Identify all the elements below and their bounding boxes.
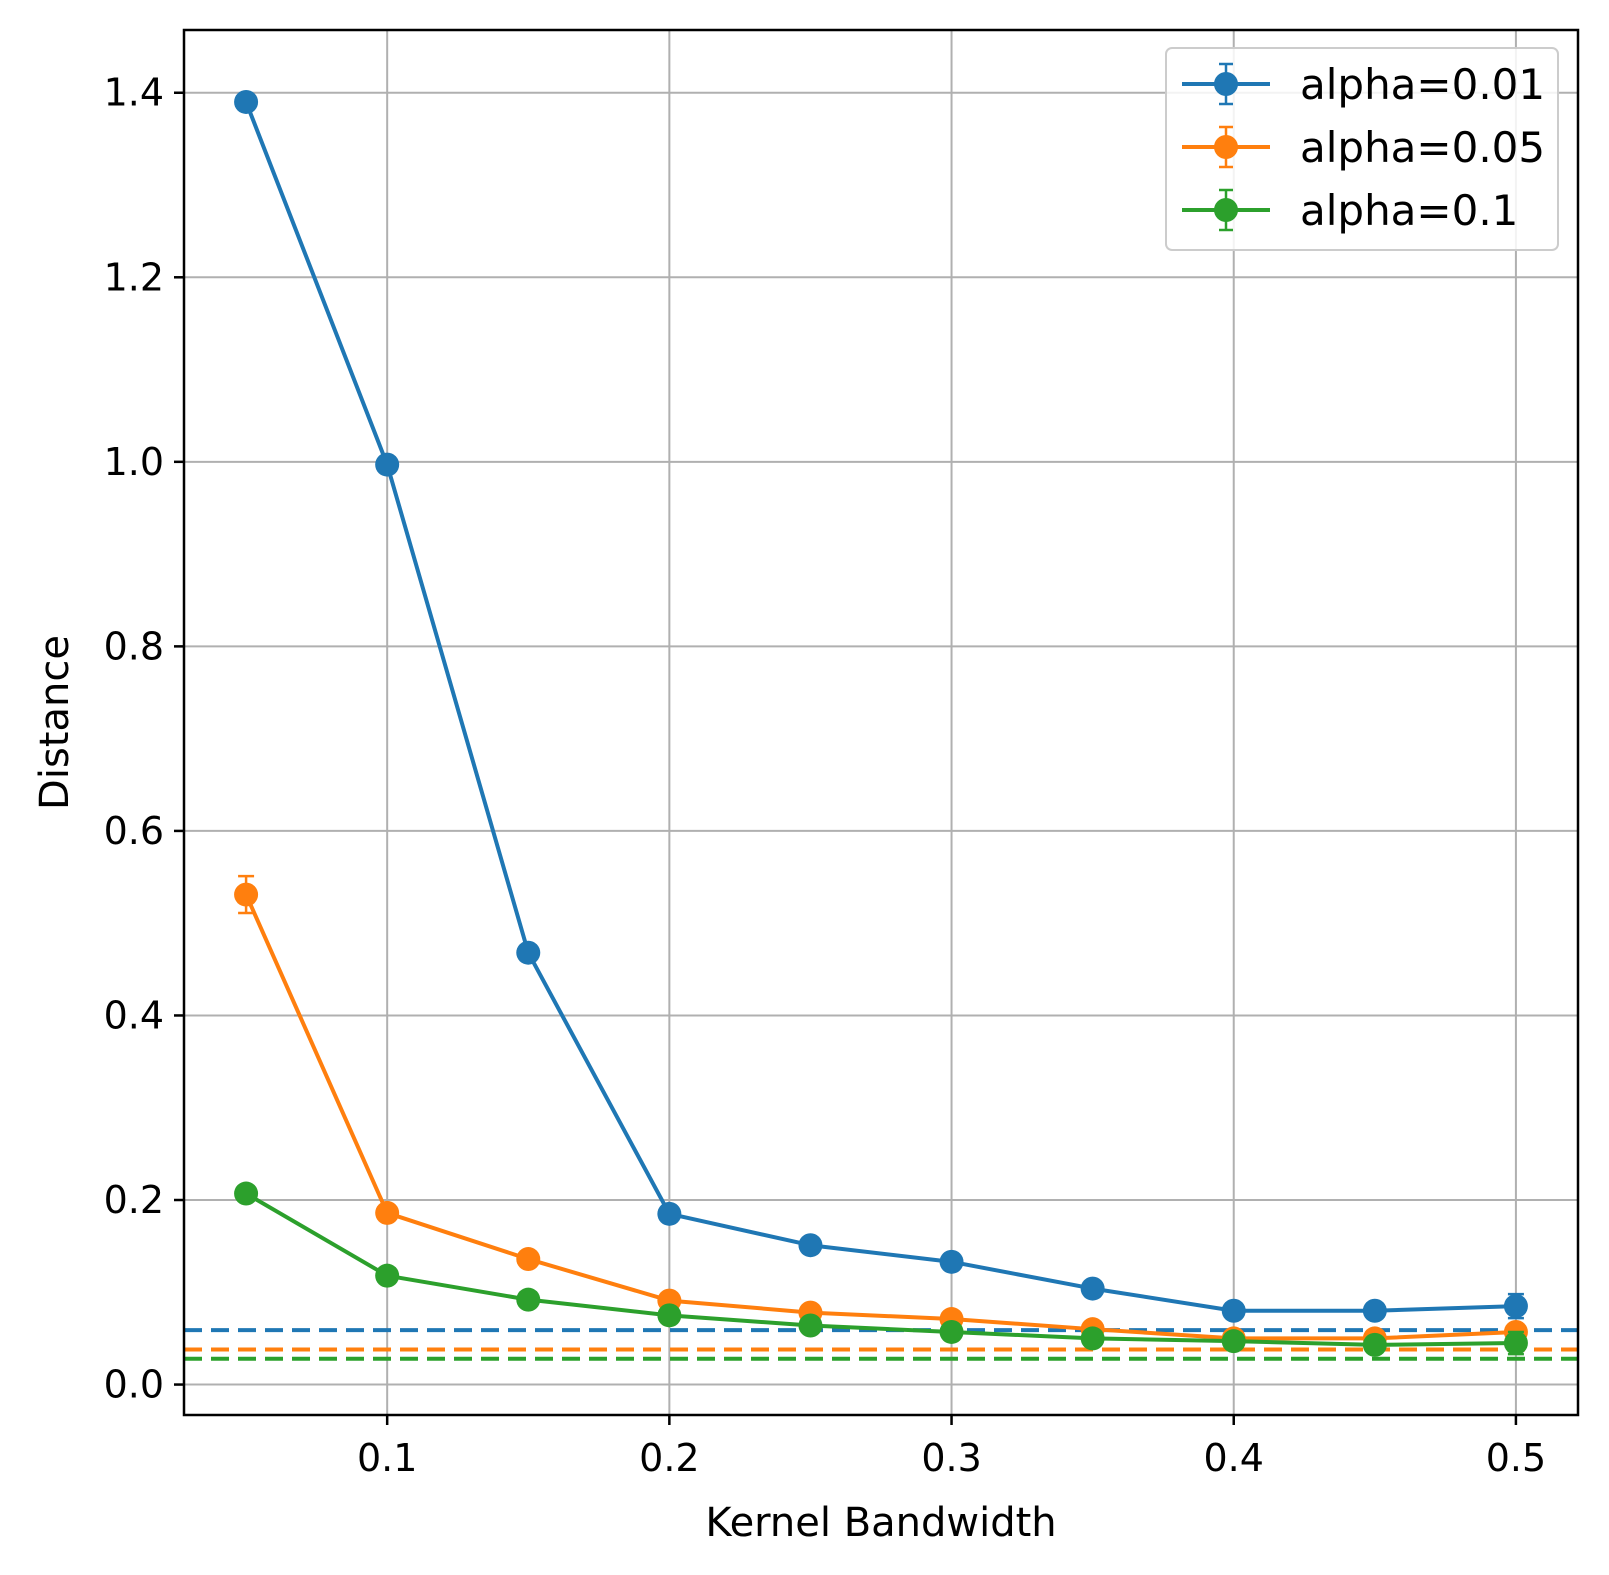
y-tick-label: 0.8 [104,624,164,668]
legend-marker [1214,198,1238,222]
data-point [1503,1294,1528,1319]
data-point [798,1313,823,1338]
data-point [516,1247,541,1272]
data-point [939,1319,964,1344]
data-point [657,1201,682,1226]
data-point [1503,1331,1528,1356]
data-point [657,1303,682,1328]
data-point [1080,1326,1105,1351]
legend-label: alpha=0.05 [1300,123,1545,172]
data-point [234,89,259,114]
y-axis-label: Distance [32,635,78,810]
legend-item: alpha=0.01 [1182,60,1545,109]
series-line [244,101,1516,1313]
x-tick-label: 0.5 [1486,1436,1546,1480]
x-axis-label: Kernel Bandwidth [705,1500,1056,1546]
legend-item: alpha=0.05 [1182,123,1545,172]
legend-item: alpha=0.1 [1182,186,1518,235]
axes-frame [182,28,1580,1417]
series-group [234,89,1528,1357]
series-alpha=0.1 [234,1181,1528,1357]
x-tick-label: 0.4 [1204,1436,1264,1480]
legend-box [1165,47,1559,251]
series-line [244,893,1517,1341]
legend: alpha=0.01 alpha=0.05 alpha=0.1 [1165,47,1559,251]
series-line [245,1191,1516,1347]
y-tick-label: 0.2 [104,1178,164,1222]
data-point [375,1200,400,1225]
x-tick-label: 0.1 [357,1436,417,1480]
data-point [798,1233,823,1258]
y-ticks: 0.0 0.2 0.4 0.6 0.8 1.0 1.2 1.4 [104,71,184,1407]
x-tick-label: 0.3 [921,1436,981,1480]
data-point [234,882,259,907]
y-tick-label: 1.2 [104,255,164,299]
data-point [1221,1329,1246,1354]
grid [184,30,1578,1415]
y-tick-label: 0.4 [104,993,164,1037]
data-point [1362,1332,1387,1357]
x-ticks: 0.1 0.2 0.3 0.4 0.5 [357,1415,1546,1480]
legend-label: alpha=0.1 [1300,186,1518,235]
y-tick-label: 0.6 [104,809,164,853]
y-tick-label: 1.0 [104,440,164,484]
series-alpha=0.01 [234,89,1528,1323]
data-point [516,940,541,965]
data-point [939,1249,964,1274]
legend-label: alpha=0.01 [1300,60,1545,109]
data-point [375,1263,400,1288]
data-point [1362,1298,1387,1323]
data-point [1080,1276,1105,1301]
y-tick-label: 0.0 [104,1363,164,1407]
x-tick-label: 0.2 [639,1436,699,1480]
data-point [516,1287,541,1312]
legend-marker [1214,135,1238,159]
baseline-lines [184,1328,1578,1361]
legend-marker [1214,72,1238,96]
data-point [375,452,400,477]
y-tick-label: 1.4 [104,71,164,115]
data-point [1221,1298,1246,1323]
data-point [234,1181,259,1206]
